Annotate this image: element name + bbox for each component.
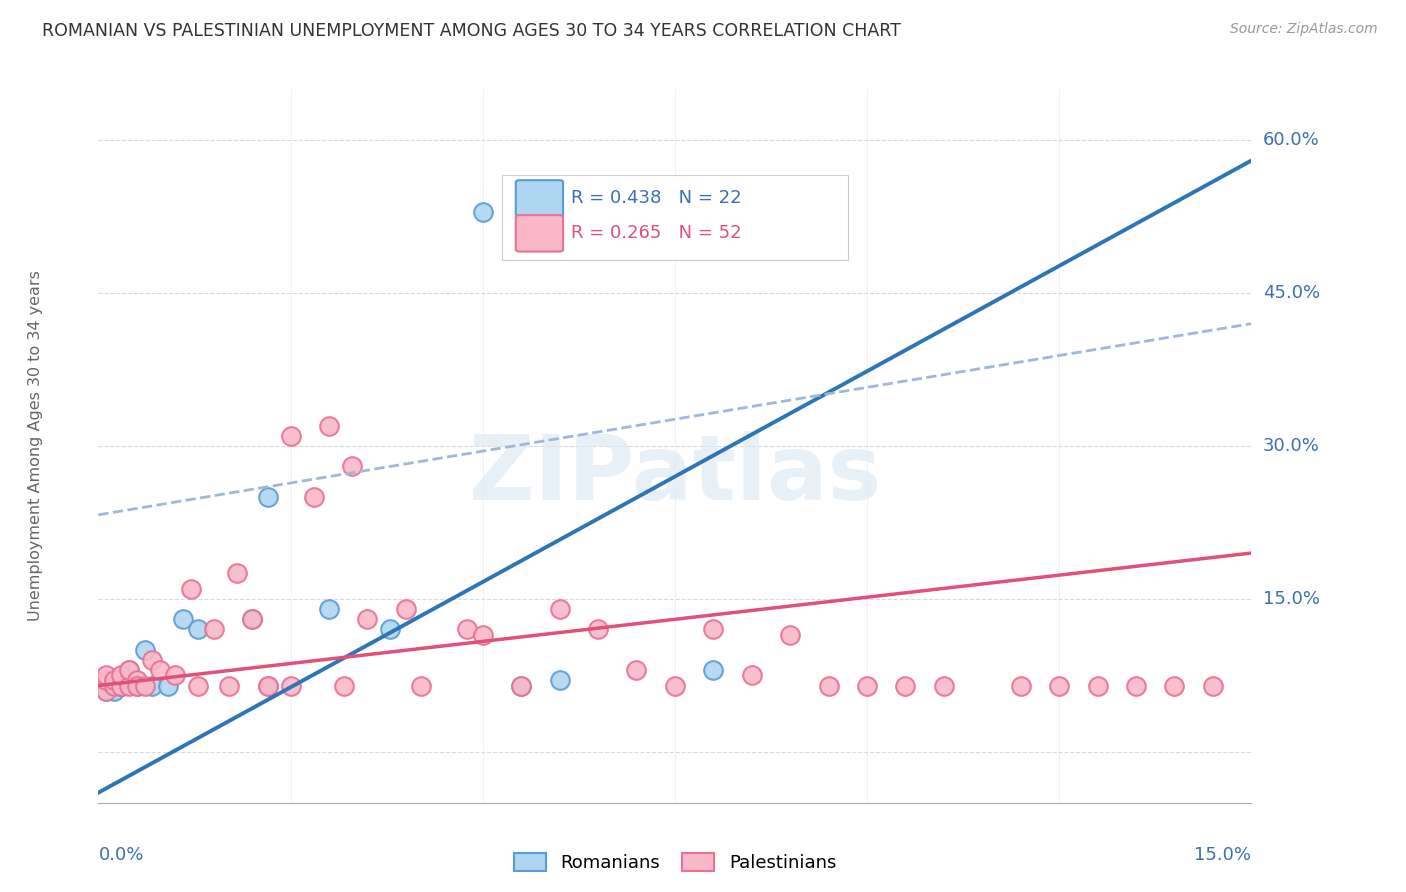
Point bbox=[110, 679, 132, 693]
Point bbox=[1010, 679, 1032, 693]
Point bbox=[471, 627, 494, 641]
Point bbox=[333, 679, 356, 693]
Point bbox=[1047, 679, 1070, 693]
Point bbox=[110, 679, 132, 693]
Point bbox=[548, 602, 571, 616]
Point bbox=[103, 683, 125, 698]
Point bbox=[302, 490, 325, 504]
Point bbox=[1125, 679, 1147, 693]
Point bbox=[141, 653, 163, 667]
Point bbox=[110, 679, 132, 693]
Point bbox=[118, 673, 141, 688]
Text: 45.0%: 45.0% bbox=[1263, 284, 1320, 302]
Text: 15.0%: 15.0% bbox=[1194, 846, 1251, 863]
Point bbox=[340, 459, 363, 474]
Point bbox=[240, 612, 263, 626]
Point bbox=[103, 679, 125, 693]
Point bbox=[280, 429, 302, 443]
Legend: Romanians, Palestinians: Romanians, Palestinians bbox=[506, 846, 844, 880]
Point bbox=[510, 679, 533, 693]
Point bbox=[856, 679, 879, 693]
Point bbox=[103, 673, 125, 688]
Point bbox=[380, 623, 402, 637]
Point bbox=[702, 623, 724, 637]
Point bbox=[471, 204, 494, 219]
Point bbox=[1163, 679, 1185, 693]
Point bbox=[256, 490, 278, 504]
Point bbox=[702, 663, 724, 677]
Text: Unemployment Among Ages 30 to 34 years: Unemployment Among Ages 30 to 34 years bbox=[28, 270, 42, 622]
Point bbox=[779, 627, 801, 641]
Point bbox=[411, 679, 433, 693]
Point bbox=[149, 663, 172, 677]
Text: 60.0%: 60.0% bbox=[1263, 131, 1320, 149]
FancyBboxPatch shape bbox=[516, 180, 562, 217]
Text: ROMANIAN VS PALESTINIAN UNEMPLOYMENT AMONG AGES 30 TO 34 YEARS CORRELATION CHART: ROMANIAN VS PALESTINIAN UNEMPLOYMENT AMO… bbox=[42, 22, 901, 40]
Point bbox=[741, 668, 763, 682]
Text: R = 0.438   N = 22: R = 0.438 N = 22 bbox=[571, 189, 742, 207]
Point bbox=[172, 612, 194, 626]
Point bbox=[103, 673, 125, 688]
Point bbox=[125, 673, 148, 688]
Point bbox=[932, 679, 955, 693]
Point bbox=[894, 679, 917, 693]
Point bbox=[318, 602, 340, 616]
Text: Source: ZipAtlas.com: Source: ZipAtlas.com bbox=[1230, 22, 1378, 37]
Point bbox=[94, 673, 117, 688]
Point bbox=[118, 679, 141, 693]
Point bbox=[110, 668, 132, 682]
Point bbox=[125, 679, 148, 693]
Point bbox=[356, 612, 378, 626]
Point bbox=[256, 679, 278, 693]
Point bbox=[218, 679, 240, 693]
Point bbox=[118, 663, 141, 677]
Point bbox=[134, 643, 156, 657]
Point bbox=[817, 679, 839, 693]
Point bbox=[1087, 679, 1109, 693]
Text: 15.0%: 15.0% bbox=[1263, 590, 1320, 608]
Point bbox=[664, 679, 686, 693]
FancyBboxPatch shape bbox=[516, 215, 562, 252]
Point bbox=[280, 679, 302, 693]
Point bbox=[180, 582, 202, 596]
Text: R = 0.265   N = 52: R = 0.265 N = 52 bbox=[571, 225, 742, 243]
Text: 0.0%: 0.0% bbox=[98, 846, 143, 863]
Point bbox=[395, 602, 418, 616]
Point bbox=[141, 679, 163, 693]
Point bbox=[202, 623, 225, 637]
Point bbox=[94, 668, 117, 682]
Point bbox=[94, 673, 117, 688]
Text: ZIPatlas: ZIPatlas bbox=[468, 431, 882, 518]
Point bbox=[156, 679, 179, 693]
Point bbox=[548, 673, 571, 688]
Point bbox=[240, 612, 263, 626]
Point bbox=[165, 668, 187, 682]
Point bbox=[125, 679, 148, 693]
Point bbox=[187, 679, 209, 693]
Point bbox=[456, 623, 478, 637]
Point bbox=[626, 663, 648, 677]
Point bbox=[94, 683, 117, 698]
Text: 30.0%: 30.0% bbox=[1263, 437, 1320, 455]
Point bbox=[187, 623, 209, 637]
Point bbox=[318, 418, 340, 433]
Point bbox=[256, 679, 278, 693]
Point bbox=[510, 679, 533, 693]
Point bbox=[586, 623, 609, 637]
Point bbox=[134, 679, 156, 693]
Point bbox=[225, 566, 247, 581]
FancyBboxPatch shape bbox=[502, 175, 848, 260]
Point bbox=[1202, 679, 1225, 693]
Point bbox=[94, 683, 117, 698]
Point bbox=[118, 663, 141, 677]
